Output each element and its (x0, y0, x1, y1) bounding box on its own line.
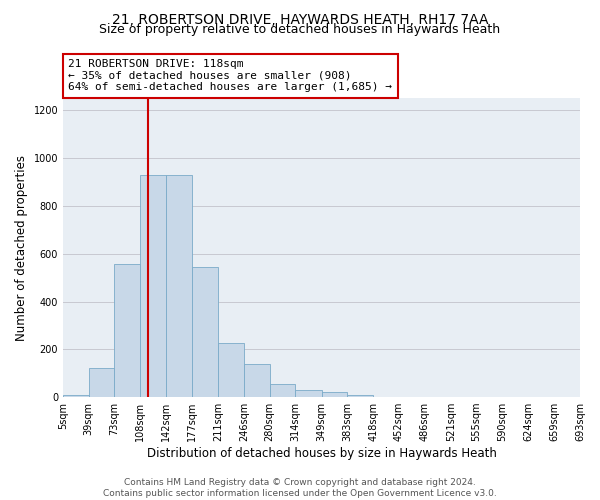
Bar (244, 364, 269, 397)
Bar (347, 394, 373, 397)
Bar (295, 390, 322, 397)
Bar (63, 394, 89, 397)
Text: Contains HM Land Registry data © Crown copyright and database right 2024.
Contai: Contains HM Land Registry data © Crown c… (103, 478, 497, 498)
Bar (140, 175, 166, 397)
Bar (269, 384, 295, 397)
Text: 21 ROBERTSON DRIVE: 118sqm
← 35% of detached houses are smaller (908)
64% of sem: 21 ROBERTSON DRIVE: 118sqm ← 35% of deta… (68, 59, 392, 92)
Bar (166, 175, 192, 397)
Bar (89, 368, 114, 397)
Bar (114, 264, 140, 397)
Bar (192, 267, 218, 397)
Text: Size of property relative to detached houses in Haywards Heath: Size of property relative to detached ho… (100, 22, 500, 36)
Y-axis label: Number of detached properties: Number of detached properties (15, 154, 28, 340)
Bar (322, 392, 347, 397)
Bar (218, 344, 244, 397)
X-axis label: Distribution of detached houses by size in Haywards Heath: Distribution of detached houses by size … (146, 447, 496, 460)
Text: 21, ROBERTSON DRIVE, HAYWARDS HEATH, RH17 7AA: 21, ROBERTSON DRIVE, HAYWARDS HEATH, RH1… (112, 12, 488, 26)
